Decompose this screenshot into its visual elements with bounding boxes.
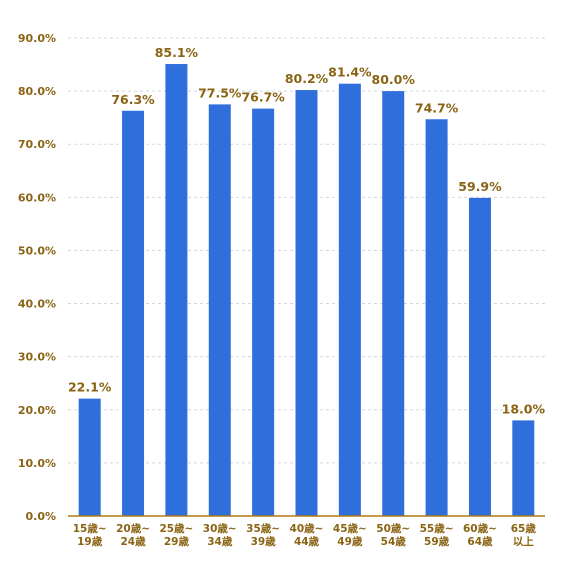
- data-label: 59.9%: [458, 179, 502, 194]
- data-label: 81.4%: [328, 65, 372, 80]
- axis-layer: 0.0% 10.0% 20.0% 30.0% 40.0% 50.0% 60.0% 70.0% 8…: [18, 32, 545, 548]
- x-tick-label: 45歳~: [333, 522, 367, 535]
- y-tick-label: 50.0%: [18, 244, 56, 257]
- x-tick-label: 34歳: [207, 535, 233, 548]
- x-tick-label: 20歳~: [116, 522, 150, 535]
- bar: [468, 197, 491, 516]
- data-label: 80.0%: [372, 72, 416, 87]
- bar: [295, 90, 318, 516]
- x-tick-label: 60歳~: [463, 522, 497, 535]
- x-tick-label: 49歳: [337, 535, 363, 548]
- x-tick-label: 以上: [513, 535, 534, 548]
- data-label: 76.3%: [111, 92, 155, 107]
- data-label: 80.2%: [285, 71, 329, 86]
- bar: [382, 91, 405, 516]
- x-tick-label: 54歳: [381, 535, 407, 548]
- x-tick-label: 65歳: [511, 522, 537, 535]
- y-tick-label: 70.0%: [18, 138, 56, 151]
- bar: [208, 104, 231, 516]
- y-tick-label: 90.0%: [18, 32, 56, 45]
- grid-layer: [68, 37, 545, 464]
- data-label: 85.1%: [155, 45, 199, 60]
- y-tick-label: 20.0%: [18, 404, 56, 417]
- y-tick-label: 60.0%: [18, 191, 56, 204]
- data-label: 77.5%: [198, 85, 242, 100]
- bar: [78, 398, 101, 516]
- x-tick-label: 59歳: [424, 535, 450, 548]
- x-tick-label: 19歳: [77, 535, 103, 548]
- bar: [338, 83, 361, 517]
- x-tick-label: 25歳~: [159, 522, 193, 535]
- y-tick-label: 40.0%: [18, 298, 56, 311]
- x-tick-label: 55歳~: [420, 522, 454, 535]
- x-tick-label: 39歳: [251, 535, 277, 548]
- data-label: 18.0%: [502, 401, 546, 416]
- bar: [165, 64, 188, 516]
- bar: [512, 420, 535, 516]
- x-tick-label: 50歳~: [376, 522, 410, 535]
- data-label: 22.1%: [68, 380, 112, 395]
- data-label: 74.7%: [415, 100, 459, 115]
- bars-layer: [78, 64, 535, 517]
- labels-layer: 22.1% 76.3% 85.1% 77.5% 76.7%80.2% 81.4% 80.0%…: [68, 45, 545, 416]
- x-tick-label: 44歳: [294, 535, 320, 548]
- y-tick-label: 30.0%: [18, 351, 56, 364]
- bar: [122, 110, 145, 517]
- x-tick-label: 30歳~: [203, 522, 237, 535]
- x-tick-label: 64歳: [467, 535, 493, 548]
- y-tick-label: 0.0%: [25, 510, 56, 523]
- x-tick-label: 35歳~: [246, 522, 280, 535]
- x-tick-label: 40歳~: [290, 522, 324, 535]
- bar: [252, 108, 275, 516]
- y-tick-label: 80.0%: [18, 85, 56, 98]
- data-label: 76.7%: [241, 90, 285, 105]
- y-tick-label: 10.0%: [18, 457, 56, 470]
- x-tick-label: 15歳~: [73, 522, 107, 535]
- x-tick-label: 29歳: [164, 535, 190, 548]
- bar: [425, 119, 448, 516]
- x-tick-label: 24歳: [120, 535, 146, 548]
